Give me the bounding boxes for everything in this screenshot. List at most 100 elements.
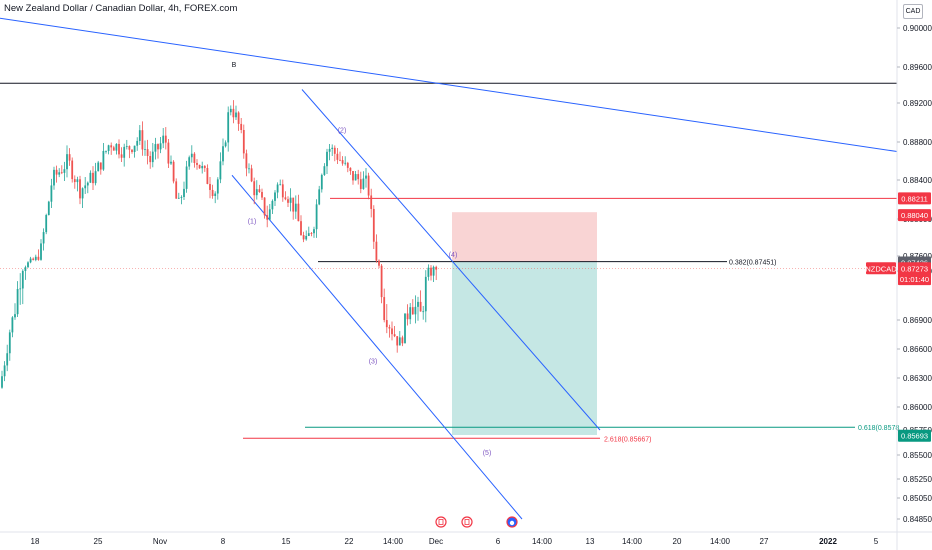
wave-label: (5) <box>483 450 492 457</box>
candle-body <box>110 145 113 148</box>
candle-body <box>326 151 328 167</box>
candle-body <box>76 179 79 183</box>
horizontal-lines[interactable]: 0.382(0.87451) 0.618(0.8578 2.618(0.85667) <box>0 82 899 443</box>
candle-body <box>261 192 263 198</box>
candle-body <box>263 197 266 216</box>
candle-body <box>92 172 94 184</box>
x-tick-label: 18 <box>31 537 40 546</box>
event-markers[interactable] <box>435 516 518 528</box>
candle-body <box>115 143 118 151</box>
candle-body <box>289 197 292 203</box>
candle-body <box>393 334 396 337</box>
candle-body <box>177 197 180 199</box>
candle-body <box>120 154 123 158</box>
candle-body <box>193 153 196 163</box>
candle-body <box>424 276 427 312</box>
y-tick-label: 0.86600 <box>903 345 932 354</box>
time-axis[interactable]: 18 25 Nov 8 15 22 14:00 Dec 6 14:00 13 14:00 20 14:00… <box>0 531 932 546</box>
candle-body <box>180 196 183 198</box>
candle-body <box>146 149 149 157</box>
candle-body <box>37 256 40 260</box>
candle-body <box>3 365 6 377</box>
candle-body <box>398 337 401 346</box>
stop-loss-zone[interactable] <box>452 212 597 262</box>
position-zones[interactable] <box>452 212 597 435</box>
candle-body <box>284 197 287 200</box>
currency-badge[interactable]: CAD <box>903 4 923 19</box>
candle-body <box>232 108 235 118</box>
candle-body <box>60 172 63 174</box>
candle-body <box>128 146 131 150</box>
y-tick-label: 0.85050 <box>903 494 932 503</box>
trend-lines[interactable] <box>0 17 898 520</box>
trend-line[interactable] <box>301 89 601 431</box>
candle-body <box>320 174 323 190</box>
economic-event-icon[interactable] <box>461 516 473 528</box>
candle-body <box>45 215 48 233</box>
price-tag-label: 0.88211 <box>901 194 928 203</box>
y-tick-label: 0.90000 <box>903 24 932 33</box>
trend-line[interactable] <box>231 174 523 520</box>
candle-body <box>375 241 378 261</box>
candle-body <box>105 150 107 152</box>
candle-body <box>162 135 165 144</box>
candle-body <box>227 112 230 143</box>
candle-body <box>211 189 214 196</box>
candle-body <box>136 140 139 146</box>
candle-body <box>138 130 141 141</box>
candle-body <box>16 289 19 315</box>
candle-body <box>198 164 201 169</box>
candle-body <box>266 215 269 220</box>
flag-icon <box>464 519 470 525</box>
candle-body <box>432 266 435 276</box>
candle-body <box>378 260 380 266</box>
candle-body <box>409 307 412 320</box>
candle-body <box>417 301 419 307</box>
candle-body <box>274 192 276 201</box>
candle-body <box>333 147 336 154</box>
candle-body <box>388 327 391 329</box>
candle-body <box>40 243 42 260</box>
x-tick-label: 22 <box>345 537 354 546</box>
candle-body <box>305 235 308 240</box>
candle-body <box>219 161 222 180</box>
candle-body <box>235 112 237 118</box>
candle-body <box>307 233 310 236</box>
candle-body <box>222 146 224 162</box>
take-profit-zone[interactable] <box>452 262 597 435</box>
candle-body <box>294 203 297 212</box>
wave-label: (3) <box>369 359 378 366</box>
trend-line[interactable] <box>0 17 898 152</box>
candle-body <box>157 144 159 150</box>
candle-body <box>419 301 422 312</box>
candles <box>1 100 438 389</box>
candle-body <box>27 262 29 268</box>
candle-body <box>313 229 315 234</box>
candle-body <box>396 336 399 346</box>
economic-event-icon[interactable] <box>435 516 447 528</box>
candle-body <box>71 160 74 180</box>
candle-body <box>323 166 326 175</box>
candle-body <box>258 189 261 193</box>
candle-body <box>406 313 409 320</box>
price-tag <box>898 192 931 205</box>
chart-title: New Zealand Dollar / Canadian Dollar, 4h… <box>4 3 238 14</box>
candle-body <box>427 267 430 277</box>
fib-level-label: 0.382(0.87451) <box>729 260 776 267</box>
candle-body <box>68 154 71 161</box>
wave-label: B <box>232 62 237 69</box>
price-tag <box>898 273 931 286</box>
candle-body <box>102 150 105 170</box>
candle-body <box>19 288 22 290</box>
candle-body <box>151 151 154 163</box>
price-tag <box>898 262 931 275</box>
fib-level-label: 2.618(0.85667) <box>604 436 651 443</box>
candle-body <box>242 129 245 154</box>
candle-body <box>14 314 16 318</box>
candle-body <box>118 143 120 155</box>
price-tag-label: 0.87273 <box>901 264 928 273</box>
candle-body <box>63 169 66 173</box>
candle-body <box>206 168 209 184</box>
x-tick-label: 5 <box>874 537 879 546</box>
